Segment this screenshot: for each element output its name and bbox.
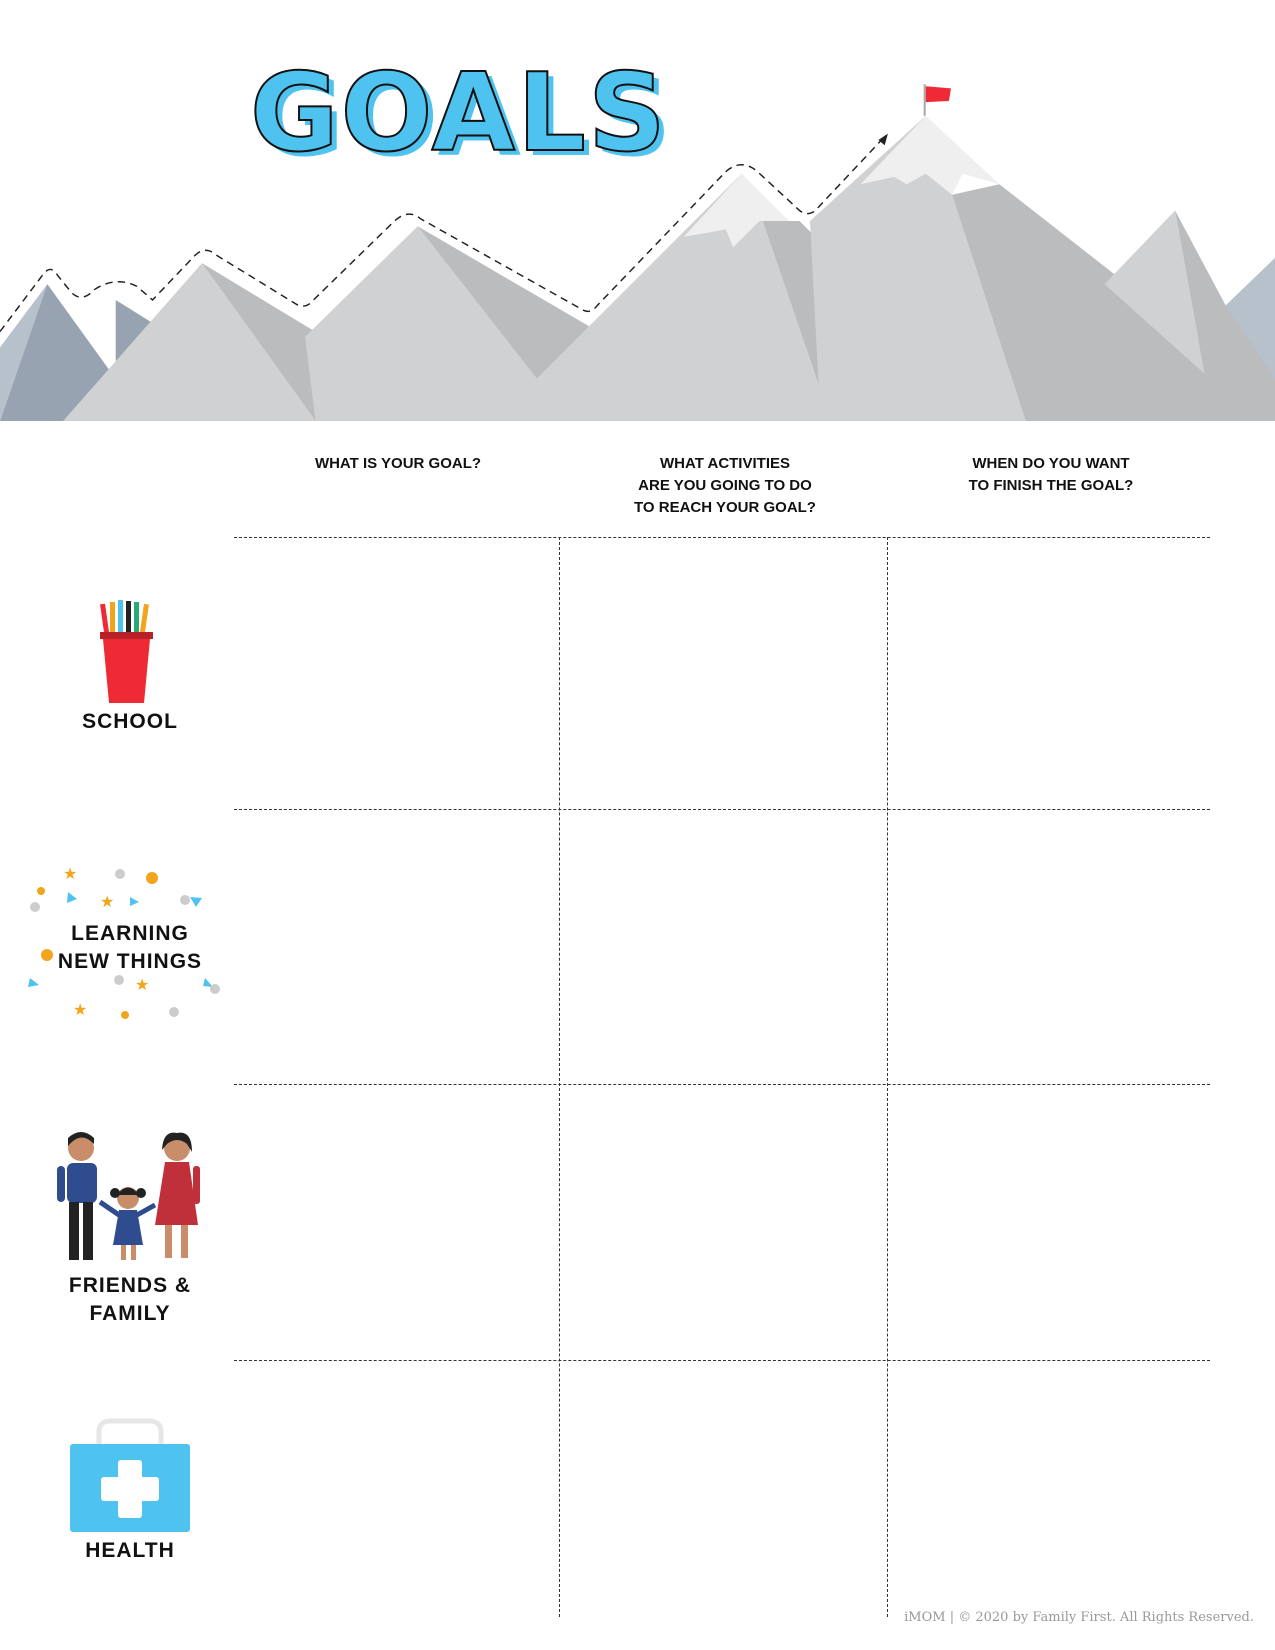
svg-text:★: ★ [73,1002,87,1019]
row-label-friends-family: FRIENDS & FAMILY [68,1274,192,1325]
svg-text:★: ★ [63,866,77,883]
svg-text:★: ★ [135,977,149,994]
row-divider [234,1360,1210,1361]
row-divider [234,537,1210,538]
family-icon [57,1132,200,1260]
column-header-deadline: WHEN DO YOU WANT TO FINISH THE GOAL? [968,455,1134,494]
copyright-footer: iMOM | © 2020 by Family First. All Right… [904,1610,1254,1625]
confetti-icon: ★ ★ ★ ★ [28,866,220,1019]
column-divider [887,537,888,1617]
page-title: GOALS [249,51,668,176]
row-label-health: HEALTH [85,1539,175,1562]
pencil-cup-icon [100,600,153,703]
row-divider [234,1084,1210,1085]
column-divider [559,537,560,1617]
mountain-illustration [0,84,1275,421]
column-header-goal: WHAT IS YOUR GOAL? [314,455,482,472]
row-label-learning: LEARNING NEW THINGS [57,922,203,973]
row-label-school: SCHOOL [82,710,178,733]
svg-text:★: ★ [100,894,114,911]
row-divider [234,809,1210,810]
first-aid-kit-icon [70,1418,190,1532]
column-header-activities: WHAT ACTIVITIES ARE YOU GOING TO DO TO R… [634,455,816,516]
